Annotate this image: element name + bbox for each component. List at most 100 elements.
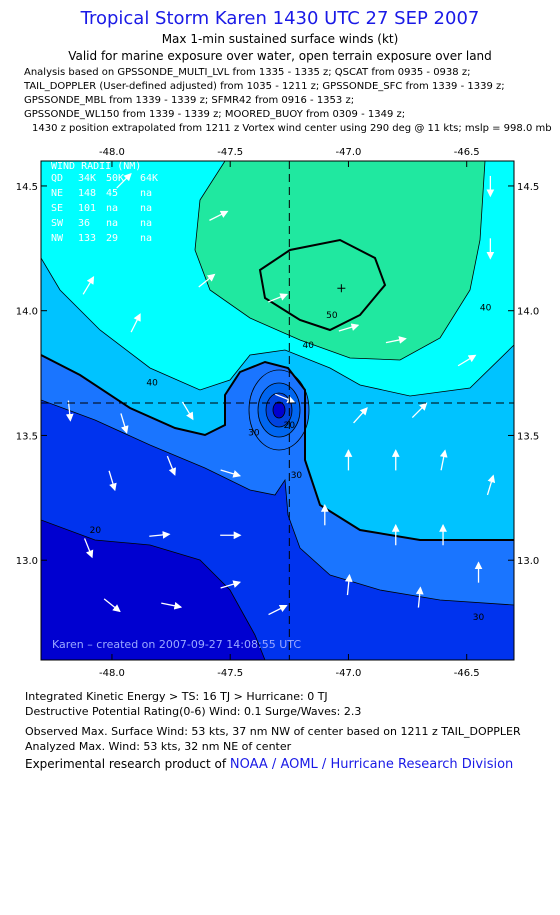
wind-vector — [220, 580, 242, 589]
contour-line-30 — [41, 399, 514, 606]
x-tick-label-bottom: -48.0 — [99, 668, 125, 679]
contour-line-34 — [41, 354, 514, 541]
y-tick-label-left: 14.0 — [16, 307, 38, 318]
wind-vector — [116, 172, 132, 189]
wind-vector — [457, 354, 477, 367]
wind-vector — [149, 531, 171, 539]
wind-vector — [268, 605, 288, 616]
wind-radii-title: WIND RADII (NM) — [51, 161, 141, 172]
product-credit-prefix: Experimental research product of — [25, 757, 230, 771]
analysis-line-3: GPSSONDE_MBL from 1339 - 1339 z; SFMR42 … — [24, 95, 355, 106]
wind-radii-cell: 148 — [78, 188, 96, 199]
creation-credit: Karen – created on 2007-09-27 14:08:55 U… — [52, 638, 301, 651]
y-tick-label-right: 14.5 — [517, 182, 539, 193]
max-wind-marker — [337, 284, 346, 293]
x-tick-label-top: -46.5 — [454, 147, 480, 158]
x-tick-label-bottom: -47.5 — [217, 668, 243, 679]
wind-radii-cell: 29 — [106, 233, 118, 244]
wind-radii-cell: 101 — [78, 203, 96, 214]
wind-vector — [353, 407, 368, 424]
contour-line-40 — [41, 257, 514, 397]
wind-radii-cell: na — [140, 188, 152, 199]
wind-vector — [344, 573, 353, 596]
wind-vector — [83, 538, 94, 559]
wind-radii-cell: na — [140, 233, 152, 244]
plot-frame — [40, 160, 515, 661]
wind-vector — [181, 401, 194, 421]
wind-vector-layer — [65, 172, 496, 616]
eye-core-ring-inner — [273, 402, 285, 418]
wind-radii-cell: na — [106, 203, 118, 214]
wind-radii-cell: SW — [51, 218, 64, 229]
ike-line: Integrated Kinetic Energy > TS: 16 TJ > … — [25, 690, 328, 703]
wind-radii-cell: na — [140, 203, 152, 214]
wind-radii-header-cell: 50K — [106, 173, 124, 184]
contour-label: 40 — [480, 304, 492, 314]
subtitle-wind-type: Max 1-min sustained surface winds (kt) — [161, 32, 399, 46]
analysis-line-5: 1430 z position extrapolated from 1211 z… — [32, 123, 552, 134]
contour-label: 40 — [146, 379, 158, 389]
wind-radii-header-cell: 64K — [140, 173, 158, 184]
wind-radii-cell: SE — [51, 203, 63, 214]
wind-vector — [439, 449, 448, 471]
wind-radii-cell: 45 — [106, 188, 118, 199]
contour-lines — [41, 161, 514, 660]
page-title: Tropical Storm Karen 1430 UTC 27 SEP 200… — [80, 8, 480, 29]
observed-max-line: Observed Max. Surface Wind: 53 kts, 37 n… — [25, 725, 521, 738]
wind-vector — [411, 402, 428, 419]
wind-radii-table: WIND RADII (NM) QD 34K 50K 64K NE 148 45 na SE 10… — [51, 161, 158, 244]
contour-line-core-c — [265, 392, 293, 428]
wind-radii-cell: NE — [51, 188, 63, 199]
wind-vector — [385, 336, 407, 344]
wind-vector — [108, 470, 117, 492]
wind-vector — [65, 400, 74, 422]
contour-line-48 — [194, 161, 486, 361]
axis-ticks — [41, 161, 514, 660]
wind-vector — [166, 455, 176, 476]
x-tick-label-top: -47.5 — [217, 147, 243, 158]
wind-radii-cell: 133 — [78, 233, 96, 244]
wind-vector — [338, 323, 360, 332]
wind-vector — [82, 276, 95, 295]
contour-line-50 — [258, 238, 387, 332]
contour-line-core-b — [257, 382, 301, 438]
wind-vector — [267, 293, 288, 303]
y-tick-label-right: 13.0 — [517, 556, 539, 567]
wind-radii-header-cell: 34K — [78, 173, 96, 184]
product-credit: Experimental research product of NOAA / … — [25, 757, 513, 772]
subtitle-validity: Valid for marine exposure over water, op… — [68, 49, 492, 63]
analysis-line-1: Analysis based on GPSSONDE_MULTI_LVL fro… — [24, 67, 471, 78]
wind-radii-header-cell: QD — [51, 173, 63, 184]
wind-vector — [130, 313, 141, 333]
analyzed-max-line: Analyzed Max. Wind: 53 kts, 32 nm NE of … — [25, 740, 292, 753]
wind-vector — [209, 210, 229, 221]
wind-vector — [198, 273, 216, 288]
contour-label: 30 — [291, 471, 303, 481]
y-tick-label-right: 14.0 — [517, 307, 539, 318]
y-tick-label-left: 13.0 — [16, 556, 38, 567]
wind-radii-cell: NW — [51, 233, 64, 244]
y-tick-label-left: 14.5 — [16, 182, 38, 193]
wind-vector — [120, 413, 129, 434]
contour-label: 20 — [90, 526, 102, 536]
contour-line-20 — [41, 519, 266, 660]
analysis-line-4: GPSSONDE_WL150 from 1339 - 1339 z; MOORE… — [24, 109, 406, 120]
axis-tick-labels: -48.0 -48.0 -47.5 -47.5 -47.0 -47.0 -46.5 -46.5… — [16, 147, 540, 679]
dpr-line: Destructive Potential Rating(0-6) Wind: … — [25, 705, 362, 718]
center-crosshair — [41, 161, 514, 660]
x-tick-label-bottom: -47.0 — [336, 668, 362, 679]
y-tick-label-right: 13.5 — [517, 431, 539, 442]
wind-radii-cell: na — [106, 218, 118, 229]
y-tick-label-left: 13.5 — [16, 431, 38, 442]
wind-radii-cell: 36 — [78, 218, 90, 229]
fill-level-50 — [195, 161, 485, 360]
hrd-link[interactable]: NOAA / AOML / Hurricane Research Divisio… — [229, 757, 514, 772]
wind-vector — [103, 598, 121, 613]
x-tick-label-bottom: -46.5 — [454, 668, 480, 679]
x-tick-label-top: -47.0 — [336, 147, 362, 158]
contour-line-core-a — [248, 369, 310, 451]
contour-label: 30 — [473, 613, 485, 623]
wind-radii-rows: QD 34K 50K 64K NE 148 45 na SE 101 na na SW 36 na na NW 1… — [51, 173, 158, 244]
